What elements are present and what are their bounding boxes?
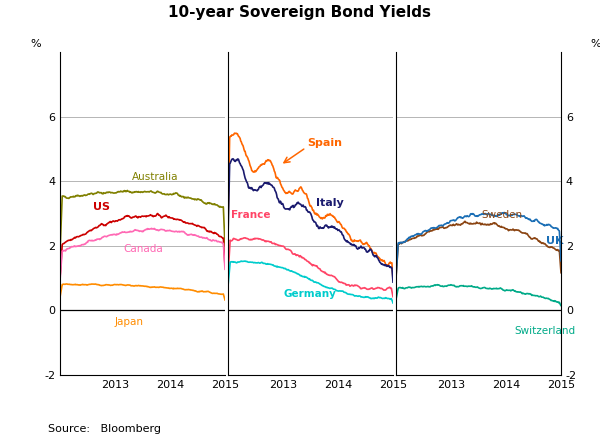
Text: Japan: Japan xyxy=(115,317,144,327)
Text: Italy: Italy xyxy=(316,198,344,208)
Text: Sweden: Sweden xyxy=(481,210,523,219)
Text: Canada: Canada xyxy=(123,244,163,254)
Text: Germany: Germany xyxy=(283,289,336,299)
Text: Spain: Spain xyxy=(308,138,343,148)
Text: 10-year Sovereign Bond Yields: 10-year Sovereign Bond Yields xyxy=(169,5,431,20)
Text: Australia: Australia xyxy=(131,172,178,182)
Text: Switzerland: Switzerland xyxy=(514,326,575,336)
Text: %: % xyxy=(30,39,41,49)
Text: UK: UK xyxy=(545,236,563,246)
Text: %: % xyxy=(591,39,600,49)
Text: France: France xyxy=(231,211,270,221)
Text: Source:   Bloomberg: Source: Bloomberg xyxy=(48,424,161,434)
Text: US: US xyxy=(93,202,110,212)
